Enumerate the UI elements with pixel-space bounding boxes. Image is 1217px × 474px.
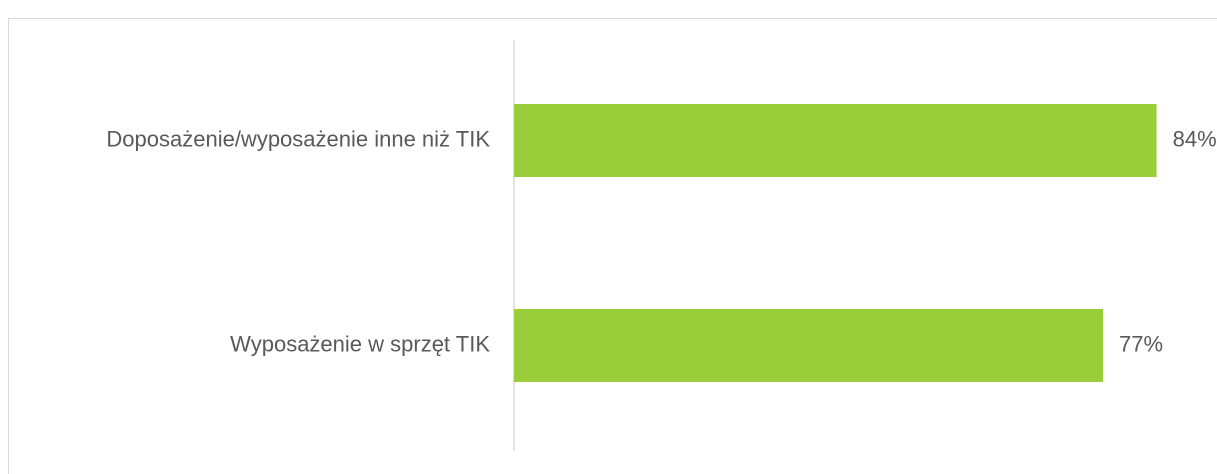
- category-label: Wyposażenie w sprzęt TIK: [230, 331, 490, 356]
- bar: [514, 104, 1157, 177]
- category-label: Doposażenie/wyposażenie inne niż TIK: [106, 126, 490, 151]
- title-strip: [0, 0, 1217, 8]
- value-label: 77%: [1119, 331, 1163, 356]
- chart-border: [8, 18, 1217, 474]
- bar: [514, 309, 1104, 382]
- value-label: 84%: [1173, 126, 1217, 151]
